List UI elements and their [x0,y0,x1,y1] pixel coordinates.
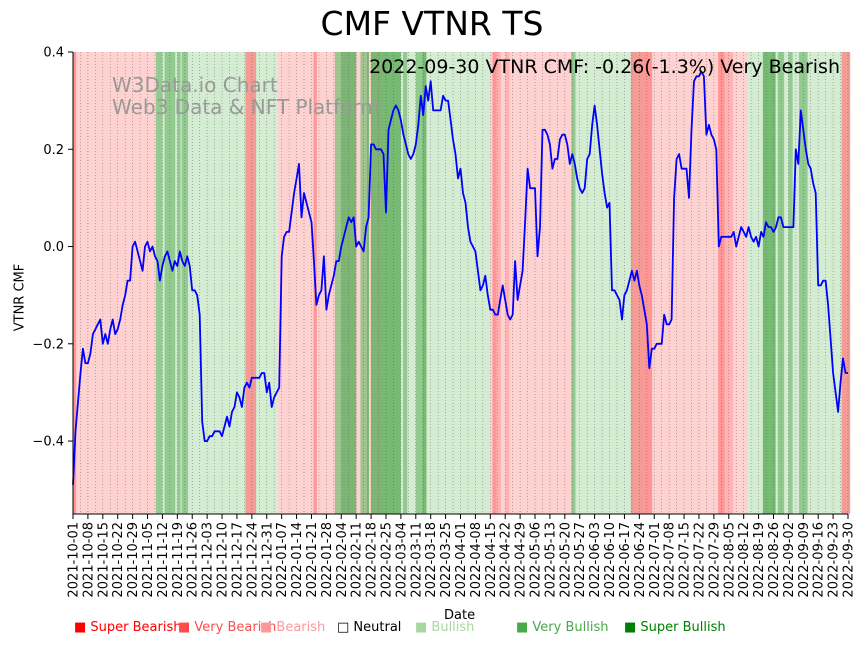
band-very_bearish [492,52,497,514]
x-tick-label: 2022-06-24 [633,522,648,598]
x-tick-label: 2022-03-25 [439,522,454,598]
legend-super-bearish: ■ Super Bearish [74,620,182,635]
x-axis-label: Date [444,608,476,623]
band-very_bullish [156,52,163,514]
x-tick-label: 2022-06-17 [618,522,633,598]
x-tick-label: 2021-10-15 [96,522,111,598]
band-very_bullish [177,52,181,514]
x-tick-label: 2021-12-03 [201,522,216,598]
y-tick-label: 0.0 [43,240,64,255]
x-tick-label: 2021-11-12 [156,522,171,598]
cmf-line-series [72,70,848,485]
x-tick-label: 2022-02-04 [335,522,350,598]
legend-very-bullish: ■ Very Bullish [516,620,609,635]
x-tick-label: 2022-03-11 [409,522,424,598]
x-tick-label: 2021-11-26 [186,522,201,598]
y-tick-label: −0.2 [32,337,64,352]
x-tick-label: 2022-06-10 [603,522,618,598]
y-tick-label: 0.4 [43,46,64,61]
x-tick-label: 2022-09-09 [797,522,812,598]
band-very_bearish [245,52,257,514]
x-tick-label: 2022-03-18 [424,522,439,598]
y-tick-label: −0.4 [32,435,64,450]
x-tick-label: 2021-10-29 [126,522,141,598]
x-tick-label: 2021-10-22 [111,522,126,598]
x-tick-label: 2022-05-27 [573,522,588,598]
x-tick-label: 2022-08-12 [737,522,752,598]
band-very_bullish [415,52,423,514]
x-tick-label: 2021-12-31 [260,522,275,598]
x-tick-label: 2022-09-23 [827,522,842,598]
x-tick-label: 2022-06-03 [588,522,603,598]
band-strong_bullish [762,52,776,514]
band-very_bearish [73,52,77,514]
x-tick-label: 2021-12-24 [245,522,260,598]
legend-bullish: ■ Bullish [415,620,475,635]
x-tick-label: 2022-01-28 [320,522,335,598]
x-ticks: 2021-10-01 2021-10-08 2021-10-15 2021-10-22… [67,514,857,598]
band-very_bullish [788,52,793,514]
x-tick-label: 2022-07-22 [692,522,707,598]
x-tick-label: 2022-05-13 [543,522,558,598]
x-tick-label: 2021-12-10 [216,522,231,598]
x-tick-label: 2022-05-06 [529,522,544,598]
x-tick-label: 2022-07-29 [707,522,722,598]
x-tick-label: 2022-02-18 [365,522,380,598]
y-tick-label: 0.2 [43,143,64,158]
x-tick-label: 2022-03-04 [394,522,409,598]
regime-bearish [73,52,157,514]
x-tick-label: 2021-12-17 [230,522,245,598]
band-bearish_dark [505,52,510,514]
x-tick-label: 2022-04-29 [514,522,529,598]
band-very_bearish [630,52,653,514]
y-ticks: 0.4 0.2 0.0 −0.2 −0.4 [32,46,73,450]
regime-background [73,52,851,514]
x-tick-label: 2022-01-14 [290,522,305,598]
x-tick-label: 2022-04-15 [484,522,499,598]
band-very_bearish [841,52,851,514]
x-tick-label: 2021-11-05 [141,522,156,598]
x-tick-label: 2022-04-08 [469,522,484,598]
x-tick-label: 2022-08-26 [767,522,782,598]
regime-bullish [156,52,278,514]
x-tick-label: 2022-08-05 [722,522,737,598]
band-strong_bullish [366,52,369,514]
band-very_bullish [571,52,576,514]
x-tick-label: 2022-08-19 [752,522,767,598]
x-tick-label: 2022-02-25 [379,522,394,598]
band-very_bullish [334,52,342,514]
legend-bearish: ■ Bearish [260,620,326,635]
x-tick-label: 2022-04-01 [454,522,469,598]
chart-title: CMF VTNR TS [320,4,544,43]
x-tick-label: 2021-10-01 [67,522,82,598]
x-tick-label: 2022-05-20 [558,522,573,598]
legend-very-bearish: ■ Very Bearish [178,620,277,635]
x-tick-label: 2022-09-02 [782,522,797,598]
x-tick-label: 2022-01-21 [305,522,320,598]
regime-bearish [490,52,572,514]
x-tick-label: 2021-11-19 [171,522,186,598]
x-tick-label: 2022-07-01 [648,522,663,598]
band-strong_bullish [422,52,427,514]
band-bearish_dark [496,52,501,514]
x-tick-label: 2022-02-11 [350,522,365,598]
x-tick-label: 2021-10-08 [81,522,96,598]
x-tick-label: 2022-07-08 [663,522,678,598]
watermark-line-1: W3Data.io Chart [112,73,278,97]
watermark-line-2: Web3 Data & NFT Platform [112,95,380,119]
legend-neutral: □ Neutral [337,620,402,635]
x-tick-label: 2022-04-22 [499,522,514,598]
x-tick-label: 2022-01-07 [275,522,290,598]
legend-super-bullish: ■ Super Bullish [624,620,726,635]
legend: ■ Super Bearish ■ Very Bearish ■ Bearish… [0,620,864,640]
x-tick-label: 2022-07-15 [678,522,693,598]
x-tick-label: 2022-09-16 [812,522,827,598]
x-tick-label: 2022-09-30 [842,522,857,598]
cmf-line [72,70,848,485]
latest-value-annotation: 2022-09-30 VTNR CMF: -0.26(-1.3%) Very B… [369,56,840,78]
band-very_bullish [403,52,408,514]
